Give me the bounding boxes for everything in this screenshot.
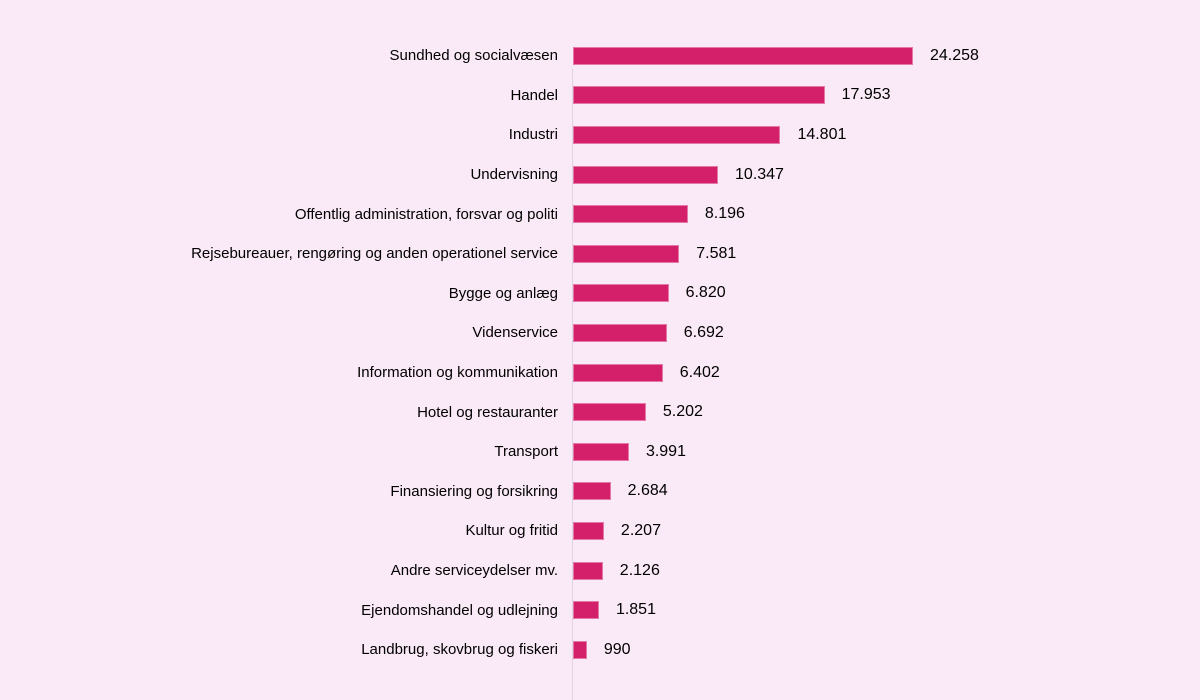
- chart-row: Finansiering og forsikring 2.684: [0, 472, 1200, 512]
- category-label: Hotel og restauranter: [417, 403, 558, 421]
- chart-row: Ejendomshandel og udlejning 1.851: [0, 590, 1200, 630]
- category-label-cell: Sundhed og socialvæsen: [0, 46, 558, 65]
- plot-cell: 7.581: [558, 244, 1200, 263]
- category-label-cell: Handel: [0, 86, 558, 105]
- bar[interactable]: [573, 521, 604, 540]
- plot-cell: 990: [558, 640, 1200, 659]
- category-label-cell: Kultur og fritid: [0, 521, 558, 540]
- bar[interactable]: [573, 165, 719, 184]
- category-label-cell: Bygge og anlæg: [0, 284, 558, 303]
- plot-cell: 10.347: [558, 165, 1200, 184]
- plot-cell: 1.851: [558, 601, 1200, 620]
- value-label: 6.692: [683, 323, 724, 341]
- category-label-cell: Offentlig administration, forsvar og pol…: [0, 205, 558, 224]
- plot-cell: 2.684: [558, 482, 1200, 501]
- plot-cell: 6.692: [558, 323, 1200, 342]
- category-label-cell: Rejsebureauer, rengøring og anden operat…: [0, 244, 558, 263]
- bar[interactable]: [573, 46, 913, 65]
- category-label-cell: Transport: [0, 442, 558, 461]
- category-label-cell: Hotel og restauranter: [0, 403, 558, 422]
- category-label: Ejendomshandel og udlejning: [361, 601, 558, 619]
- category-label-cell: Undervisning: [0, 165, 558, 184]
- value-label: 6.402: [679, 363, 720, 381]
- value-label: 10.347: [735, 165, 784, 183]
- chart-row: Industri 14.801: [0, 115, 1200, 155]
- value-label: 24.258: [930, 46, 979, 64]
- value-label: 6.820: [685, 284, 726, 302]
- category-label-cell: Landbrug, skovbrug og fiskeri: [0, 640, 558, 659]
- category-label: Undervisning: [470, 166, 558, 184]
- category-label-cell: Videnservice: [0, 323, 558, 342]
- value-label: 2.684: [627, 482, 668, 500]
- value-label: 14.801: [797, 125, 847, 143]
- category-label: Sundhed og socialvæsen: [389, 47, 558, 65]
- category-label: Kultur og fritid: [465, 522, 558, 540]
- plot-cell: 14.801: [558, 125, 1200, 144]
- category-label: Industri: [508, 126, 558, 144]
- chart-row: Andre serviceydelser mv. 2.126: [0, 551, 1200, 591]
- bar[interactable]: [573, 561, 603, 580]
- chart-row: Offentlig administration, forsvar og pol…: [0, 194, 1200, 234]
- plot-cell: 3.991: [558, 442, 1200, 461]
- chart-row: Kultur og fritid 2.207: [0, 511, 1200, 551]
- bar[interactable]: [573, 244, 680, 263]
- category-label-cell: Ejendomshandel og udlejning: [0, 601, 558, 620]
- bar[interactable]: [573, 323, 667, 342]
- value-label: 17.953: [841, 86, 891, 104]
- category-label: Offentlig administration, forsvar og pol…: [294, 205, 558, 223]
- plot-cell: 2.207: [558, 521, 1200, 540]
- y-axis-line: [572, 69, 573, 700]
- bar[interactable]: [573, 205, 688, 224]
- bar[interactable]: [573, 363, 663, 382]
- category-label-cell: Information og kommunikation: [0, 363, 558, 382]
- bar[interactable]: [573, 640, 587, 659]
- bar[interactable]: [573, 442, 629, 461]
- plot-cell: 6.820: [558, 284, 1200, 303]
- plot-cell: 24.258: [558, 46, 1200, 65]
- value-label: 1.851: [615, 601, 656, 619]
- value-label: 7.581: [696, 244, 737, 262]
- chart-row: Videnservice 6.692: [0, 313, 1200, 353]
- category-label-cell: Industri: [0, 125, 558, 144]
- category-label: Handel: [510, 86, 558, 104]
- chart-row: Handel 17.953: [0, 76, 1200, 116]
- value-label: 2.207: [620, 521, 661, 539]
- category-label: Landbrug, skovbrug og fiskeri: [361, 641, 558, 659]
- category-label: Andre serviceydelser mv.: [390, 562, 558, 580]
- chart-row: Hotel og restauranter 5.202: [0, 392, 1200, 432]
- chart-row: Transport 3.991: [0, 432, 1200, 472]
- category-label-cell: Finansiering og forsikring: [0, 482, 558, 501]
- bar[interactable]: [573, 482, 611, 501]
- chart-row: Bygge og anlæg 6.820: [0, 274, 1200, 314]
- bar[interactable]: [573, 284, 669, 303]
- bar[interactable]: [573, 125, 781, 144]
- plot-cell: 17.953: [558, 86, 1200, 105]
- category-label: Finansiering og forsikring: [390, 482, 558, 500]
- chart-row: Sundhed og socialvæsen 24.258: [0, 36, 1200, 76]
- category-label: Bygge og anlæg: [448, 284, 558, 302]
- category-label-cell: Andre serviceydelser mv.: [0, 561, 558, 580]
- plot-cell: 6.402: [558, 363, 1200, 382]
- value-label: 3.991: [645, 442, 686, 460]
- plot-cell: 5.202: [558, 403, 1200, 422]
- plot-cell: 8.196: [558, 205, 1200, 224]
- category-label: Rejsebureauer, rengøring og anden operat…: [191, 245, 558, 263]
- chart-row: Undervisning 10.347: [0, 155, 1200, 195]
- bar-chart: Sundhed og socialvæsen 24.258 Handel 17.953…: [0, 36, 1200, 700]
- value-label: 990: [603, 640, 631, 658]
- chart-row: Information og kommunikation 6.402: [0, 353, 1200, 393]
- bar[interactable]: [573, 86, 825, 105]
- bar[interactable]: [573, 601, 599, 620]
- category-label: Information og kommunikation: [357, 364, 558, 382]
- category-label: Videnservice: [472, 324, 558, 342]
- chart-row: Rejsebureauer, rengøring og anden operat…: [0, 234, 1200, 274]
- category-label: Transport: [494, 443, 558, 461]
- value-label: 5.202: [662, 403, 703, 421]
- chart-rows: Sundhed og socialvæsen 24.258 Handel 17.953…: [0, 36, 1200, 670]
- chart-row: Landbrug, skovbrug og fiskeri 990: [0, 630, 1200, 670]
- value-label: 2.126: [619, 561, 660, 579]
- value-label: 8.196: [704, 205, 745, 223]
- bar[interactable]: [573, 403, 646, 422]
- plot-cell: 2.126: [558, 561, 1200, 580]
